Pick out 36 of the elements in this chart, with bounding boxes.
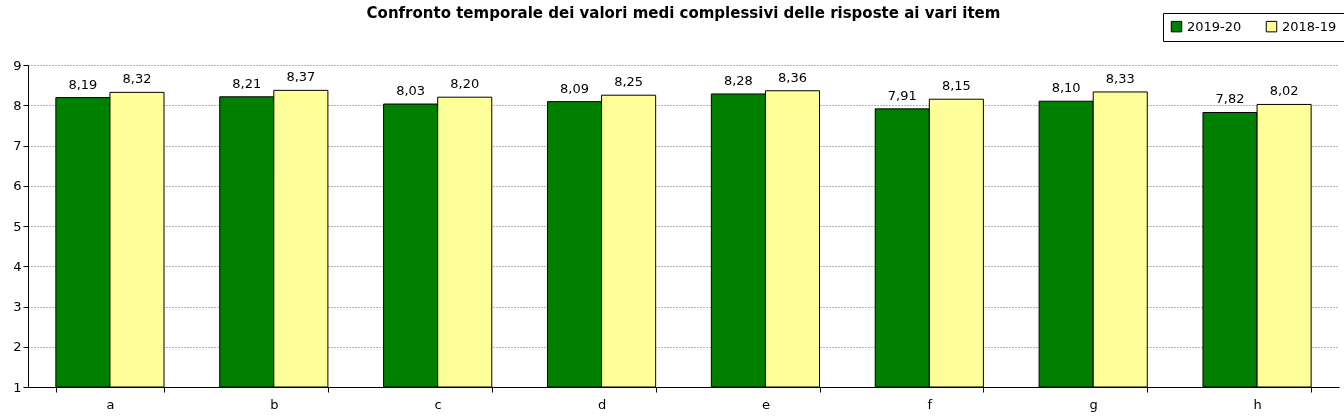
data-label: 8,37 xyxy=(286,69,316,85)
x-tick-label: a xyxy=(106,396,115,412)
x-tick-label: e xyxy=(761,396,770,412)
data-label: 8,10 xyxy=(1051,80,1081,96)
legend-label: 2019-20 xyxy=(1187,18,1242,34)
x-tick-label: f xyxy=(927,396,933,412)
data-label: 7,82 xyxy=(1215,91,1245,107)
data-label: 8,19 xyxy=(68,76,98,92)
x-tick-label: d xyxy=(597,396,607,412)
data-label: 8,20 xyxy=(450,76,480,92)
y-tick-label: 8 xyxy=(13,97,22,113)
data-label: 8,25 xyxy=(614,74,644,90)
data-label: 8,15 xyxy=(941,78,971,94)
y-tick-label: 2 xyxy=(13,339,22,355)
legend-label: 2018-19 xyxy=(1282,18,1337,34)
data-label: 8,03 xyxy=(396,83,426,99)
y-tick-label: 6 xyxy=(13,178,22,194)
x-tick-label: c xyxy=(434,396,442,412)
y-tick-label: 1 xyxy=(13,379,22,395)
y-tick-label: 7 xyxy=(13,138,22,153)
y-tick-label: 3 xyxy=(13,299,22,314)
data-label: 8,32 xyxy=(122,71,152,87)
y-tick-label: 4 xyxy=(13,258,22,274)
x-tick-label: g xyxy=(1089,396,1098,412)
x-tick-label: b xyxy=(270,396,279,412)
data-label: 8,21 xyxy=(232,75,262,91)
data-label: 8,33 xyxy=(1105,70,1135,86)
data-label: 8,02 xyxy=(1269,83,1299,99)
y-tick-label: 5 xyxy=(13,218,22,234)
data-label: 7,91 xyxy=(887,87,917,103)
chart-title: Confronto temporale dei valori medi complessivi delle risposte ai vari item xyxy=(366,4,1001,22)
data-label: 8,36 xyxy=(778,69,807,85)
y-tick-label: 9 xyxy=(13,57,22,73)
data-label: 8,28 xyxy=(723,72,753,88)
data-label: 8,09 xyxy=(560,80,589,96)
x-tick-label: h xyxy=(1253,396,1262,412)
